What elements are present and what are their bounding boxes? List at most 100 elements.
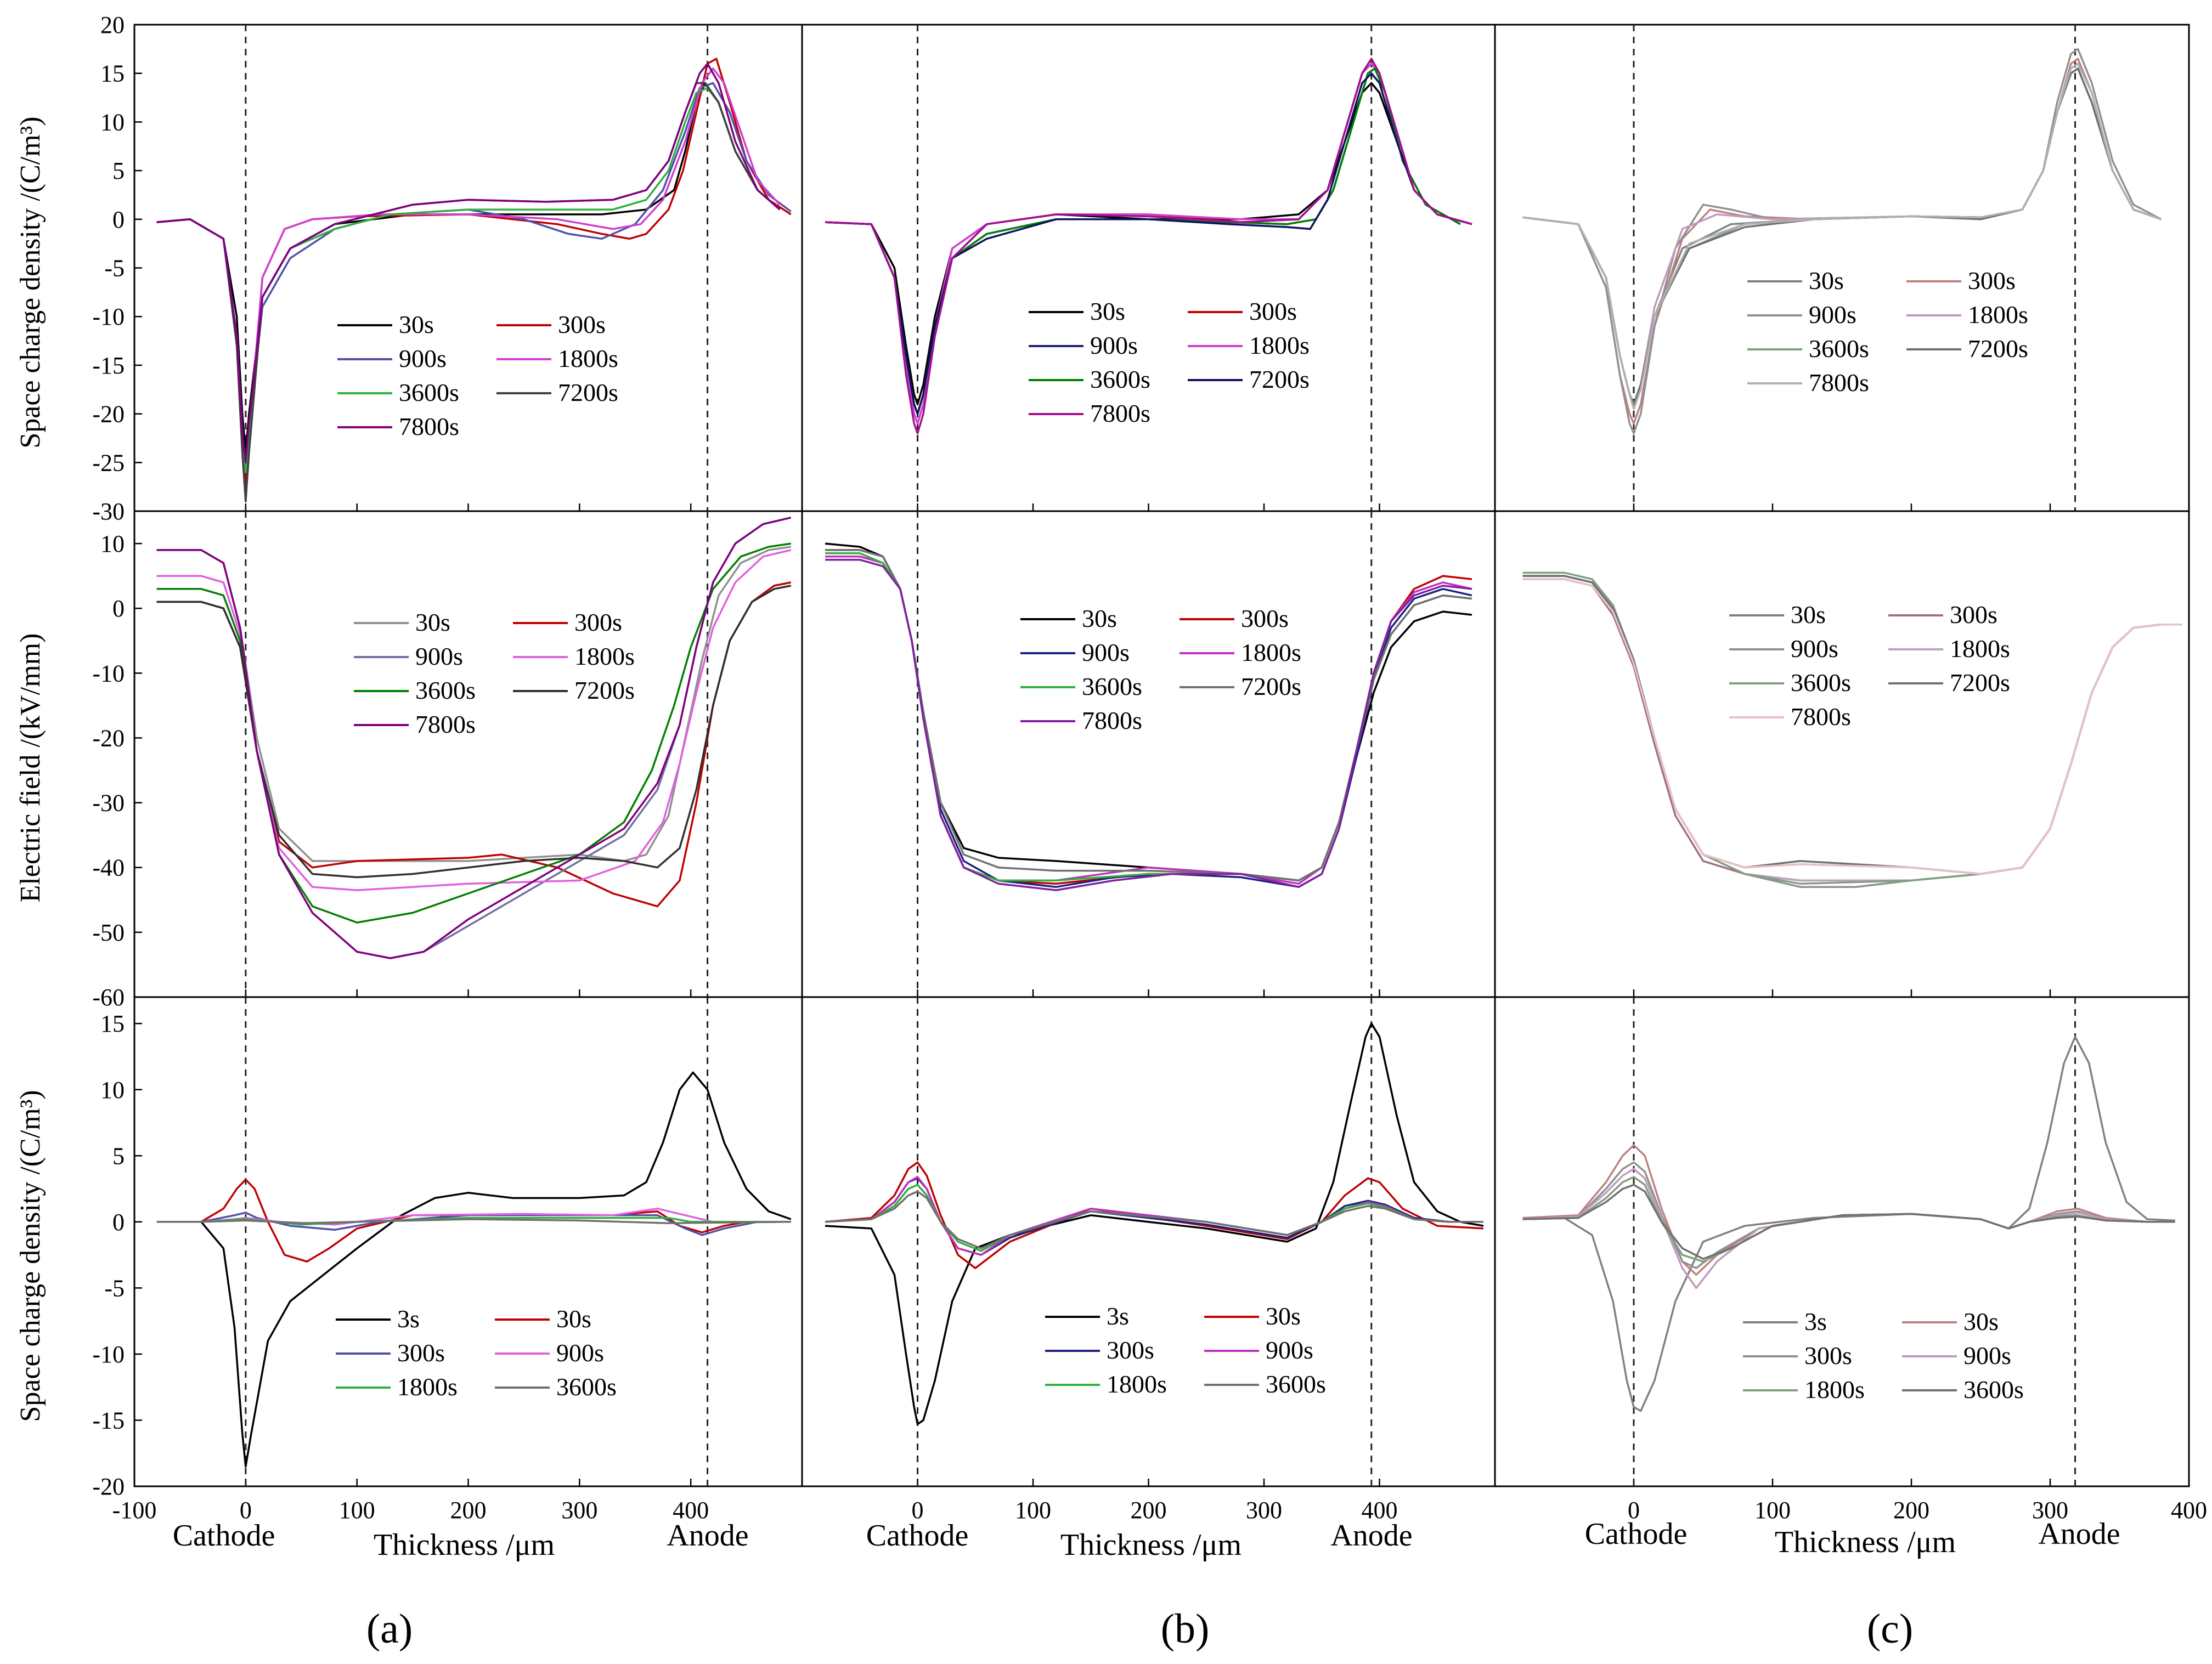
y-tick-label: -15 [92, 1407, 125, 1434]
legend-label: 1800s [1241, 638, 1301, 666]
cathode-label-c: Cathode [1585, 1517, 1688, 1551]
legend-label: 7800s [1090, 399, 1150, 427]
panel-label-b: (b) [1161, 1606, 1210, 1652]
legend-label: 7800s [1809, 369, 1869, 397]
series-line-7800s [156, 63, 781, 464]
y-tick-label: -25 [92, 449, 125, 476]
legend-label: 7800s [1082, 706, 1142, 734]
legend-label: 900s [415, 642, 463, 670]
series-line-7200s [825, 72, 1472, 415]
legend-label: 30s [1266, 1302, 1301, 1330]
series-line-900s [825, 1176, 1483, 1256]
y-tick-label: 5 [112, 157, 125, 184]
legend-label: 900s [1082, 638, 1130, 666]
xlabel-b: Thickness /μm [1060, 1528, 1242, 1562]
ylabel-row1: Space charge density /(C/m³) [15, 116, 46, 448]
legend-label: 300s [1249, 297, 1297, 325]
legend-label: 1800s [1249, 331, 1310, 359]
y-tick-label: -20 [92, 401, 125, 428]
plot-frame [801, 996, 1496, 1487]
y-tick-label: -40 [92, 854, 125, 881]
legend-label: 3600s [415, 676, 476, 704]
legend-label: 300s [1950, 601, 1997, 629]
x-tick-label: -100 [112, 1497, 157, 1524]
legend-label: 1800s [1804, 1376, 1865, 1403]
series-line-300s [1522, 578, 2182, 882]
y-tick-label: -5 [104, 1275, 125, 1301]
series-line-30s [825, 82, 1472, 405]
x-tick-label: 200 [450, 1497, 487, 1524]
x-tick-label: 200 [1131, 1497, 1167, 1524]
x-tick-label: 100 [339, 1497, 375, 1524]
y-tick-label: 10 [100, 530, 125, 557]
series-line-7800s [1522, 578, 2182, 875]
x-tick-label: 400 [673, 1497, 709, 1524]
plot-frame [133, 24, 803, 512]
legend-label: 30s [556, 1305, 591, 1333]
plot-frame [133, 996, 803, 1487]
legend-label: 300s [1107, 1336, 1154, 1364]
legend-label: 30s [1809, 267, 1844, 295]
legend-label: 1800s [1968, 301, 2028, 329]
series-line-300s [156, 1212, 791, 1236]
legend-label: 30s [1082, 604, 1117, 632]
legend-label: 3600s [1082, 672, 1142, 700]
legend-label: 900s [1791, 635, 1838, 663]
y-tick-label: -10 [92, 1341, 125, 1368]
x-tick-label: 300 [1246, 1497, 1282, 1524]
y-tick-label: -10 [92, 660, 125, 687]
panel-b3: 0 100 200 300 400 3s 30s 300s 900s 1800s 3600s [801, 996, 1496, 1524]
legend-label: 1800s [397, 1373, 458, 1401]
legend-label: 900s [1090, 331, 1138, 359]
legend-label: 1800s [1950, 635, 2010, 663]
series-line-300s [156, 581, 792, 908]
legend-label: 7200s [1249, 365, 1310, 393]
legend-label: 1800s [1107, 1370, 1167, 1398]
series-line-7800s [825, 558, 1472, 891]
cathode-label-a: Cathode [173, 1519, 275, 1553]
panel-c2: 30s 300s 900s 1800s 3600s 7200s 7800s [1494, 510, 2190, 998]
legend-label: 1800s [558, 344, 618, 372]
x-tick-label: 400 [1362, 1497, 1398, 1524]
y-tick-label: 20 [100, 12, 125, 38]
legend-label: 3s [397, 1305, 420, 1333]
y-tick-label: -15 [92, 352, 125, 379]
ylabel-row3: Space charge density /(C/m³) [15, 1090, 46, 1422]
legend-label: 3s [1107, 1302, 1129, 1330]
series-line-7800s [825, 58, 1472, 434]
x-tick-label: 300 [2032, 1497, 2068, 1524]
legend-label: 900s [1809, 301, 1857, 329]
legend-label: 3600s [556, 1373, 617, 1401]
panel-label-c: (c) [1867, 1606, 1913, 1652]
series-line-7200s [156, 585, 792, 879]
ylabel-row2: Electric field /(kV/mm) [15, 633, 46, 903]
series-line-900s [825, 549, 1472, 888]
y-tick-label: -5 [104, 255, 125, 282]
legend-label: 900s [1266, 1336, 1313, 1364]
series-line-1800s [156, 549, 792, 891]
plot-frame [133, 510, 803, 998]
anode-label-b: Anode [1330, 1519, 1412, 1553]
series-line-1800s [825, 555, 1472, 885]
legend-label: 300s [1804, 1342, 1852, 1369]
legend-label: 3600s [399, 378, 459, 406]
series-line-30s [1522, 1144, 2175, 1276]
anode-label-c: Anode [2038, 1517, 2120, 1551]
legend-label: 7800s [415, 710, 476, 738]
legend-label: 7200s [558, 378, 618, 406]
panel-label-a: (a) [366, 1606, 413, 1652]
legend-label: 3600s [1090, 365, 1150, 393]
series-line-30s [156, 1178, 791, 1263]
legend-label: 7200s [574, 676, 635, 704]
y-tick-label: 10 [100, 109, 125, 135]
legend-label: 900s [399, 344, 447, 372]
x-tick-label: 100 [1754, 1497, 1791, 1524]
legend-label: 7800s [399, 412, 459, 440]
series-line-3600s [156, 1218, 791, 1224]
legend-label: 3s [1804, 1308, 1827, 1335]
panel-c1: 30s 300s 900s 1800s 3600s 7200s 7800s [1494, 24, 2190, 512]
legend-label: 7800s [1791, 703, 1851, 731]
series-line-3600s [1522, 1184, 2175, 1260]
legend-label: 30s [1963, 1308, 1999, 1335]
series-line-7800s [156, 517, 792, 959]
